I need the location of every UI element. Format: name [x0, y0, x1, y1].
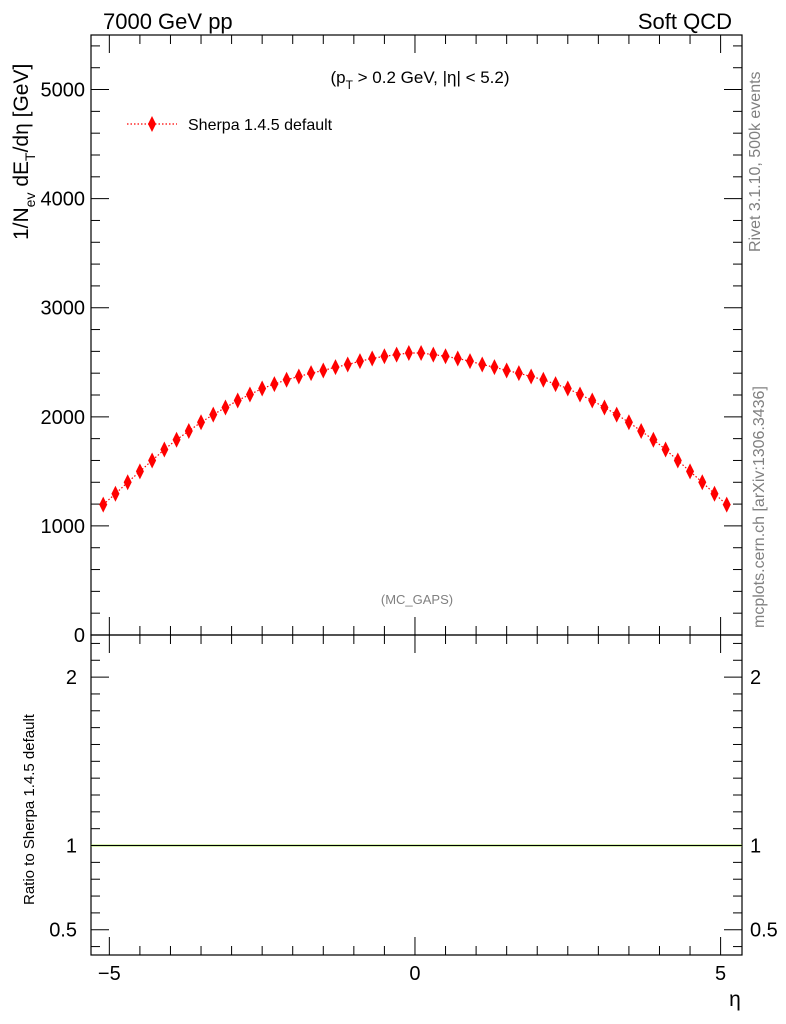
- data-point: [514, 365, 523, 382]
- data-point: [612, 406, 621, 423]
- plot-title: (pT > 0.2 GeV, |η| < 5.2): [330, 68, 509, 92]
- ratio-y-tick-label-left: 1: [66, 836, 77, 858]
- data-point: [258, 380, 267, 397]
- data-point: [160, 441, 169, 458]
- ratio-x-ticks: −5 0 5: [98, 635, 726, 985]
- data-points: [99, 345, 731, 513]
- data-point: [307, 365, 316, 382]
- data-point: [294, 368, 303, 385]
- ratio-y-tick-label-left: 0.5: [49, 920, 77, 942]
- data-point: [221, 399, 230, 416]
- data-point: [686, 463, 695, 480]
- data-point: [197, 414, 206, 431]
- main-y-tick-label: 5000: [41, 80, 86, 102]
- main-panel: 0 1000 2000 3000 4000 5000 (pT > 0.2 GeV, |η|…: [10, 34, 743, 647]
- data-point: [576, 386, 585, 403]
- data-point: [404, 345, 413, 361]
- data-point: [527, 368, 536, 385]
- data-point: [673, 452, 682, 469]
- ratio-plot-frame: [90, 634, 743, 956]
- main-y-axis-label: 1/Nev dET/dη [GeV]: [10, 64, 38, 240]
- ratio-panel: 0.5 0.5 1 1 2 2 −5 0 5 Ratio to Sherpa 1.4.5 de…: [21, 634, 778, 1011]
- data-point: [661, 441, 670, 458]
- data-point: [135, 463, 144, 480]
- main-y-tick-label: 0: [74, 625, 85, 647]
- data-point: [637, 423, 646, 439]
- data-point: [600, 399, 609, 416]
- data-point: [184, 423, 193, 439]
- plot-title-sub: T: [346, 78, 354, 92]
- main-y-tick-label: 4000: [41, 189, 86, 211]
- data-point: [502, 362, 511, 379]
- data-point: [710, 485, 719, 502]
- legend: Sherpa 1.4.5 default: [127, 116, 333, 134]
- series-line: [102, 352, 728, 506]
- main-y-tick-label: 2000: [41, 407, 86, 429]
- data-point: [441, 348, 450, 365]
- ratio-lines: [91, 844, 742, 847]
- data-point: [282, 371, 291, 388]
- data-point: [563, 380, 572, 397]
- data-point: [539, 371, 548, 388]
- data-point: [490, 359, 499, 376]
- data-point: [172, 431, 181, 448]
- legend-marker: [148, 116, 156, 132]
- ratio-y-tick-label-left: 2: [66, 667, 77, 689]
- main-y-tick-label: 3000: [41, 298, 86, 320]
- data-point: [355, 353, 364, 370]
- header-right-title: Soft QCD: [638, 9, 732, 34]
- data-point: [380, 348, 389, 365]
- ratio-y-tick-label-right: 1: [750, 836, 761, 858]
- main-y-tick-label: 1000: [41, 516, 86, 538]
- data-point: [233, 392, 242, 409]
- x-tick-label: 0: [409, 963, 420, 985]
- data-point: [209, 406, 218, 423]
- data-point: [331, 359, 340, 376]
- x-tick-label: 5: [715, 963, 726, 985]
- data-point: [392, 346, 401, 363]
- data-point: [368, 350, 377, 367]
- source-label: mcplots.cern.ch [arXiv:1306.3436]: [751, 386, 768, 628]
- legend-entry-label: Sherpa 1.4.5 default: [188, 117, 333, 134]
- data-point: [99, 496, 108, 513]
- rivet-version-label: Rivet 3.1.10, 500k events: [747, 71, 764, 252]
- data-point: [624, 414, 633, 431]
- data-point: [319, 362, 328, 379]
- data-point: [111, 485, 120, 502]
- ratio-y-axis-label: Ratio to Sherpa 1.4.5 default: [21, 713, 38, 905]
- data-point: [245, 386, 254, 403]
- data-point: [551, 376, 560, 393]
- x-tick-label: −5: [98, 963, 121, 985]
- data-point: [123, 474, 132, 491]
- x-axis-label: η: [729, 988, 741, 1011]
- data-point: [270, 376, 279, 393]
- main-y-ticks: 0 1000 2000 3000 4000 5000: [41, 45, 742, 647]
- data-point: [649, 431, 658, 448]
- main-x-ticks: [108, 35, 722, 635]
- data-point: [148, 452, 157, 469]
- data-point: [417, 345, 426, 361]
- data-point: [429, 346, 438, 363]
- data-point: [453, 350, 462, 367]
- data-point: [343, 356, 352, 373]
- header-left-title: 7000 GeV pp: [103, 9, 233, 34]
- plot-title-pre: (p: [330, 68, 345, 87]
- data-point: [478, 356, 487, 373]
- data-point: [588, 392, 597, 409]
- ratio-y-ticks: 0.5 0.5 1 1 2 2: [49, 642, 778, 948]
- ratio-y-tick-label-right: 2: [750, 667, 761, 689]
- data-point: [465, 353, 474, 370]
- data-point: [722, 496, 731, 513]
- data-point: [698, 474, 707, 491]
- analysis-watermark: (MC_GAPS): [381, 592, 453, 607]
- ratio-y-tick-label-right: 0.5: [750, 920, 778, 942]
- plot-title-post: > 0.2 GeV, |η| < 5.2): [353, 68, 510, 87]
